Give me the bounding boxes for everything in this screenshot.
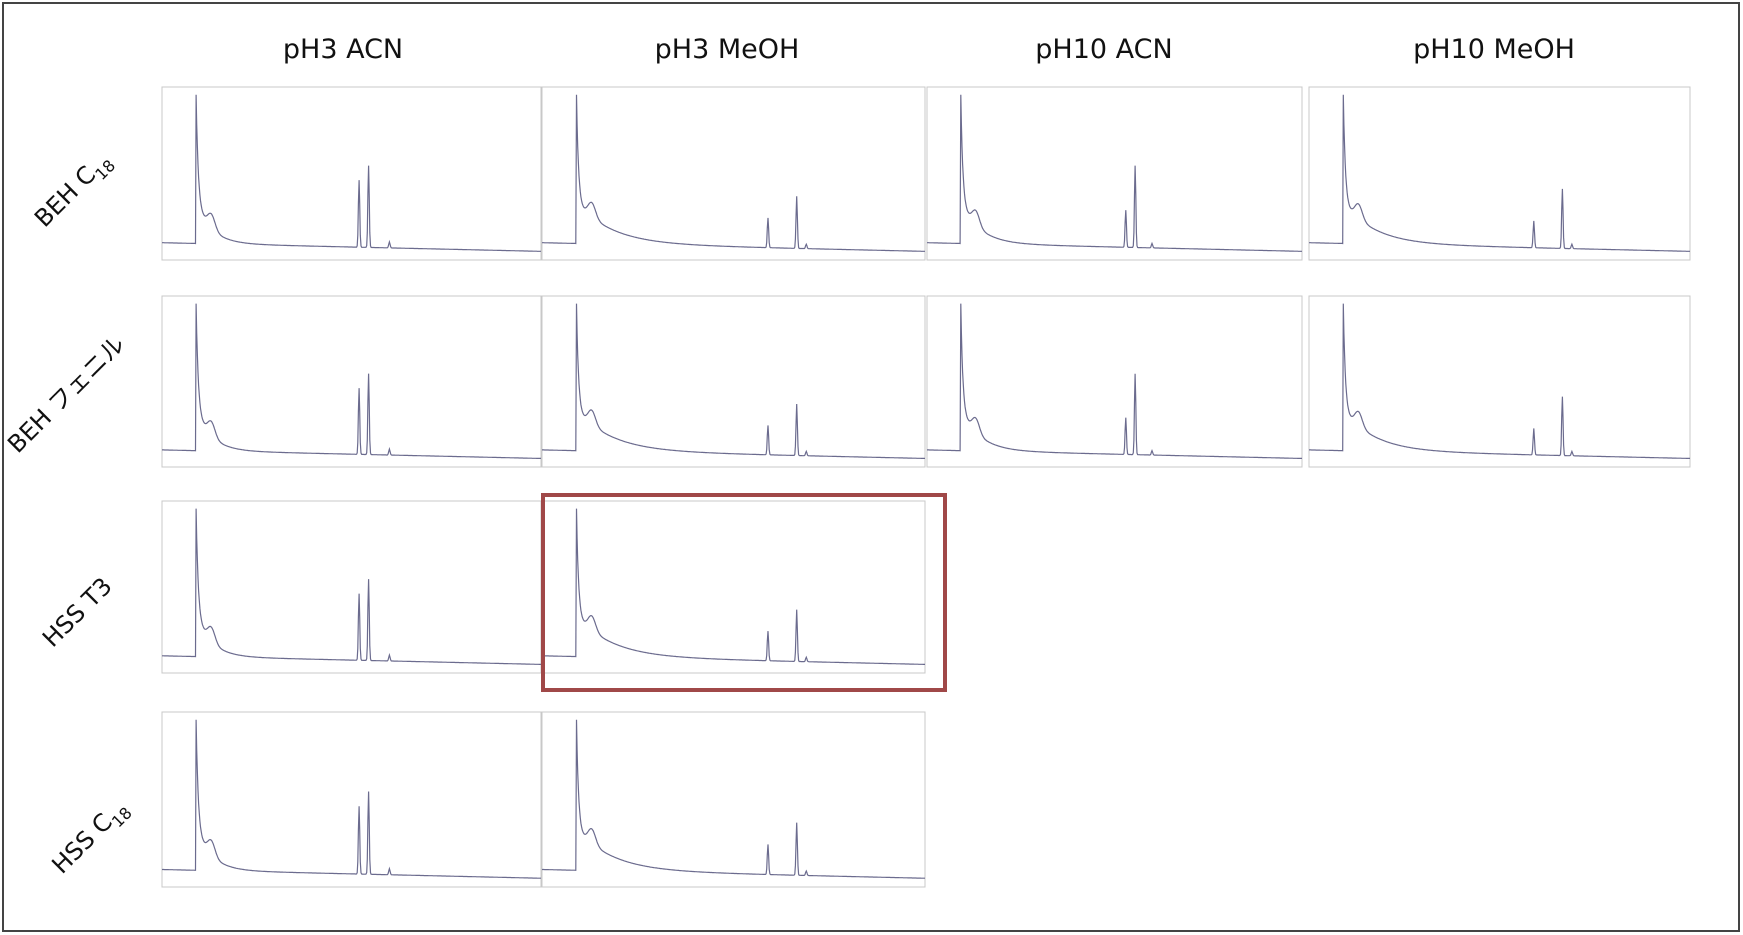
chromatogram-panel (161, 295, 542, 468)
chromatogram-trace (162, 303, 541, 459)
chromatogram-trace (542, 719, 925, 879)
chromatogram-panel (1308, 295, 1691, 468)
chromatogram-panel (161, 86, 542, 261)
column-header: pH3 MeOH (655, 34, 800, 65)
chromatogram-panel (926, 295, 1303, 468)
chromatogram-panel (541, 711, 926, 888)
chromatogram-panel (926, 86, 1303, 261)
chromatogram-trace (542, 303, 925, 459)
chromatogram-panel (1308, 86, 1691, 261)
chromatogram-trace (1309, 303, 1690, 459)
column-header: pH10 MeOH (1413, 34, 1575, 65)
chromatogram-panel (161, 711, 542, 888)
chromatogram-panel (541, 295, 926, 468)
column-header: pH3 ACN (283, 34, 403, 65)
chromatogram-panel (541, 86, 926, 261)
column-header: pH10 ACN (1035, 34, 1172, 65)
chromatogram-panel (161, 500, 542, 674)
chromatogram-panel (541, 500, 926, 674)
highlight-box (541, 493, 947, 692)
chromatogram-trace (162, 508, 541, 665)
chromatogram-trace (162, 94, 541, 252)
chromatogram-trace (162, 719, 541, 879)
chromatogram-trace (542, 508, 925, 665)
chromatogram-trace (927, 303, 1302, 459)
chromatogram-trace (1309, 94, 1690, 252)
chromatogram-trace (927, 94, 1302, 252)
chromatogram-trace (542, 94, 925, 252)
